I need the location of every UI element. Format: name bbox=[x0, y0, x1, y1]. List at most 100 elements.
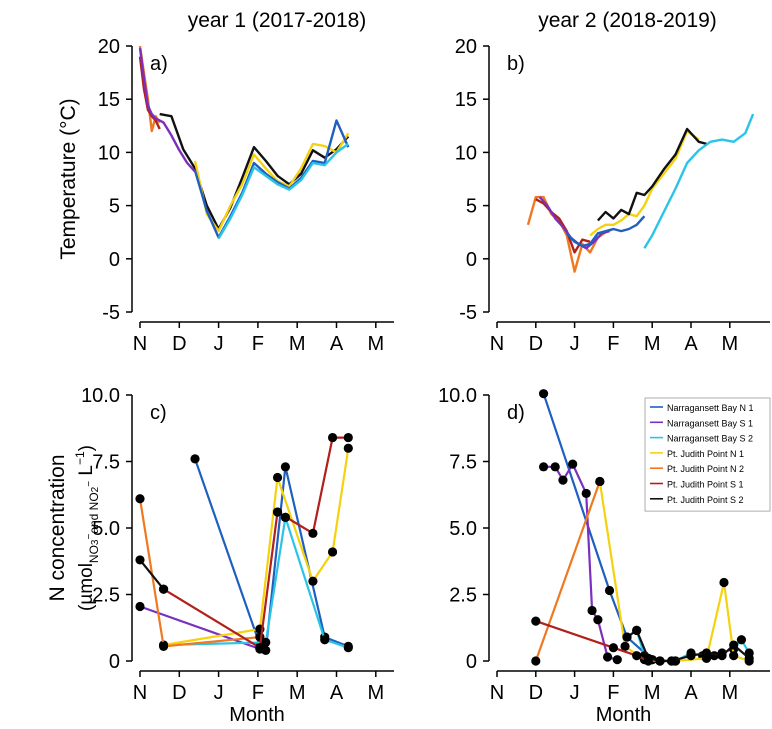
y-tick-label: 5.0 bbox=[449, 518, 477, 540]
legend-label: Narragansett Bay N 1 bbox=[667, 403, 754, 413]
data-point bbox=[327, 547, 338, 557]
data-point bbox=[593, 615, 603, 625]
y-axis-units-part: (µmol bbox=[76, 563, 97, 611]
data-point bbox=[135, 555, 145, 565]
data-point bbox=[608, 643, 619, 653]
panel-label: b) bbox=[507, 53, 525, 75]
series-line bbox=[643, 113, 755, 249]
y-tick-label: 10.0 bbox=[81, 385, 120, 407]
data-point bbox=[729, 651, 739, 661]
x-tick-label: D bbox=[529, 333, 543, 355]
data-point bbox=[272, 507, 283, 517]
data-point bbox=[343, 643, 353, 653]
data-point bbox=[655, 656, 665, 666]
data-point bbox=[632, 651, 642, 661]
data-point bbox=[667, 656, 677, 666]
data-point bbox=[701, 648, 712, 658]
x-tick-label: A bbox=[330, 682, 344, 704]
data-point bbox=[744, 653, 754, 663]
y-tick-label: 15 bbox=[98, 89, 120, 111]
y-axis-units-part: and NO bbox=[87, 492, 101, 533]
y-tick-label: 10 bbox=[98, 142, 120, 164]
data-point bbox=[620, 641, 630, 651]
data-point bbox=[135, 494, 145, 504]
data-point bbox=[568, 459, 578, 469]
y-tick-label: 7.5 bbox=[92, 452, 120, 474]
y-axis-label: N concentration bbox=[46, 454, 69, 601]
x-tick-label: M bbox=[367, 333, 384, 355]
y-axis-units-part: ) bbox=[76, 445, 97, 451]
y-tick-label: 2.5 bbox=[92, 585, 120, 607]
data-point bbox=[604, 585, 615, 596]
panel-label: c) bbox=[150, 402, 167, 424]
data-point bbox=[550, 462, 560, 472]
data-point bbox=[308, 528, 318, 538]
data-point bbox=[632, 625, 642, 636]
y-tick-label: 0 bbox=[466, 651, 477, 673]
y-axis-units-part: 2 bbox=[90, 486, 101, 492]
y-tick-label: 10 bbox=[455, 142, 477, 164]
x-tick-label: F bbox=[252, 682, 264, 704]
x-tick-label: N bbox=[490, 333, 504, 355]
series-line bbox=[589, 129, 700, 237]
series-line bbox=[138, 47, 196, 173]
y-tick-label: 20 bbox=[98, 36, 120, 58]
data-point bbox=[343, 443, 353, 453]
series-line bbox=[535, 620, 649, 663]
series-line bbox=[193, 132, 350, 233]
panel-label: a) bbox=[150, 53, 168, 75]
data-point bbox=[686, 651, 696, 661]
series-line bbox=[565, 215, 646, 248]
x-tick-label: J bbox=[214, 333, 224, 355]
x-axis-label: Month bbox=[229, 704, 285, 726]
x-tick-label: A bbox=[330, 333, 344, 355]
data-point bbox=[327, 432, 338, 443]
panel-label: d) bbox=[507, 402, 525, 424]
data-point bbox=[719, 577, 729, 588]
x-tick-label: M bbox=[721, 682, 738, 704]
panel-title: year 2 (2018-2019) bbox=[538, 9, 717, 32]
data-point bbox=[538, 462, 549, 472]
panel-d-n-concentration-year2: 0 2.5 5.0 7.5 10.0 N D J F M A Md) Month bbox=[438, 385, 770, 726]
y-tick-label: -5 bbox=[459, 302, 477, 324]
data-point bbox=[158, 641, 169, 651]
x-tick-label: M bbox=[289, 333, 306, 355]
data-point bbox=[622, 632, 632, 642]
data-point bbox=[595, 476, 605, 487]
data-point bbox=[717, 651, 727, 661]
y-axis-units-part: L bbox=[76, 465, 97, 481]
panel-title: year 1 (2017-2018) bbox=[188, 9, 367, 32]
y-tick-label: 5 bbox=[466, 196, 477, 218]
x-tick-label: J bbox=[214, 682, 224, 704]
x-axis-label: Month bbox=[596, 704, 652, 726]
data-point bbox=[135, 601, 145, 612]
data-point bbox=[729, 640, 739, 650]
data-point bbox=[261, 637, 271, 647]
legend-label: Pt. Judith Point S 1 bbox=[667, 480, 744, 490]
x-tick-label: F bbox=[607, 333, 619, 355]
data-point bbox=[558, 475, 568, 485]
y-tick-label: 5.0 bbox=[92, 518, 120, 540]
y-tick-label: 7.5 bbox=[449, 452, 477, 474]
y-axis-units-part: − bbox=[84, 534, 95, 540]
y-axis-units: (µmolNO3−and NO2− L−1) bbox=[73, 445, 101, 611]
series-line bbox=[543, 463, 618, 661]
series-line bbox=[138, 56, 161, 130]
y-tick-label: 5 bbox=[109, 196, 120, 218]
y-tick-label: 2.5 bbox=[449, 585, 477, 607]
x-tick-label: M bbox=[644, 682, 661, 704]
x-tick-label: J bbox=[570, 682, 580, 704]
data-point bbox=[643, 653, 653, 663]
data-point bbox=[158, 584, 169, 594]
data-point bbox=[255, 643, 265, 653]
series-line bbox=[597, 127, 707, 222]
data-point bbox=[320, 635, 330, 645]
x-tick-label: F bbox=[252, 333, 264, 355]
legend-label: Pt. Judith Point N 1 bbox=[667, 449, 744, 459]
y-tick-label: 20 bbox=[455, 36, 477, 58]
panel-c-n-concentration-year1: 0 2.5 5.0 7.5 10.0 N D J F M A Mc) Month N concentrat… bbox=[46, 385, 394, 726]
y-tick-label: 15 bbox=[455, 89, 477, 111]
series-line bbox=[534, 481, 601, 662]
x-tick-label: D bbox=[172, 682, 186, 704]
data-point bbox=[538, 389, 549, 399]
